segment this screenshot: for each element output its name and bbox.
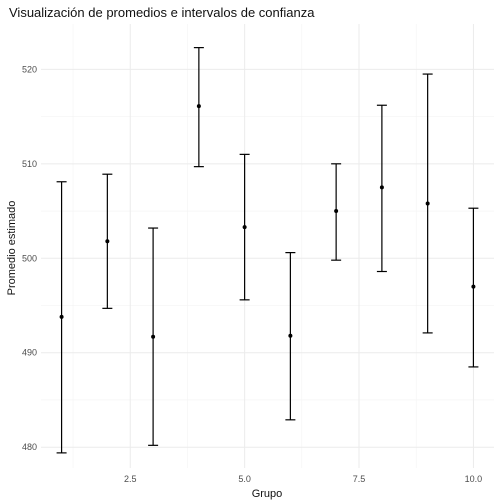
x-axis-title: Grupo [252,488,283,500]
y-tick-label: 490 [22,348,37,358]
error-bar [193,47,204,168]
mean-point [59,314,64,319]
mean-point [379,185,384,190]
error-bar [422,73,433,334]
x-tick-label: 5.0 [238,474,251,484]
error-bars [56,47,479,454]
mean-point [242,225,247,230]
y-tick-label: 520 [22,64,37,74]
x-tick-label: 10.0 [465,474,483,484]
error-bar [239,153,250,301]
error-bar [102,173,113,309]
mean-point [196,104,201,109]
tick-labels: 2.5 5.0 7.5 10.0 480 490 500 510 520 [22,64,482,484]
mean-point [334,209,339,214]
error-bar [56,181,67,454]
error-bar [285,252,296,421]
major-gridlines [41,24,494,468]
minor-gridlines [41,24,494,468]
error-bar [376,104,387,273]
y-axis-title: Promedio estimado [6,201,18,296]
y-tick-label: 480 [22,442,37,452]
error-bar [148,227,159,446]
mean-point [471,284,476,289]
error-bar [468,207,479,368]
x-tick-label: 7.5 [353,474,366,484]
y-tick-label: 500 [22,253,37,263]
x-tick-label: 2.5 [124,474,137,484]
mean-point [105,239,110,244]
mean-point [425,201,430,206]
mean-point [151,334,156,339]
chart-title: Visualización de promedios e intervalos … [9,5,315,20]
y-tick-label: 510 [22,159,37,169]
error-bar [331,163,342,261]
mean-point [288,333,293,338]
